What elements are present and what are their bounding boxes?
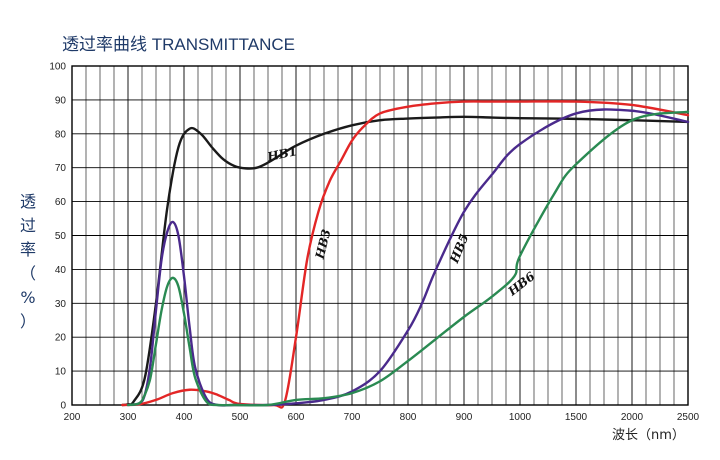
chart-grid xyxy=(71,65,689,406)
x-tick-label: 2000 xyxy=(621,412,644,423)
y-axis-label: 透过率 （% ） xyxy=(16,190,40,334)
plot-frame xyxy=(71,65,689,406)
y-axis-label-char: 过 xyxy=(19,216,36,235)
series-label-hb1: HB1 xyxy=(265,144,298,164)
y-tick-label: 60 xyxy=(55,197,67,208)
x-tick-label: 700 xyxy=(344,412,361,423)
y-tick-label: 100 xyxy=(49,62,66,73)
series-label-hb3: HB3 xyxy=(312,228,333,261)
chart-series xyxy=(121,100,690,409)
x-axis-label: 波长（nm） xyxy=(612,428,685,443)
x-tick-label: 600 xyxy=(288,412,305,423)
y-axis-label-char: % xyxy=(20,288,36,307)
x-tick-label: 800 xyxy=(400,412,417,423)
x-tick-label: 900 xyxy=(456,412,473,423)
x-tick-labels: 200 300 400 500 600 700 800 900 1000 1500 2000 2500 xyxy=(64,412,700,423)
y-tick-label: 40 xyxy=(55,265,67,276)
y-axis-label-char: 透 xyxy=(19,192,36,211)
y-tick-label: 90 xyxy=(55,95,67,106)
y-tick-label: 20 xyxy=(55,333,67,344)
x-tick-label: 400 xyxy=(176,412,193,423)
x-tick-label: 1500 xyxy=(565,412,588,423)
x-tick-label: 300 xyxy=(120,412,137,423)
x-tick-label: 1000 xyxy=(509,412,532,423)
y-tick-label: 80 xyxy=(55,129,67,140)
chart-title: 透过率曲线 TRANSMITTANCE xyxy=(62,35,295,54)
x-tick-label: 200 xyxy=(64,412,81,423)
y-axis-label-char: ） xyxy=(19,312,36,331)
series-label-hb6: HB6 xyxy=(505,269,538,299)
y-tick-label: 30 xyxy=(55,299,67,310)
x-tick-label: 500 xyxy=(232,412,249,423)
series-line-hb3 xyxy=(121,100,690,409)
y-tick-label: 70 xyxy=(55,163,67,174)
y-tick-label: 50 xyxy=(55,231,67,242)
y-axis-label-char: 率 xyxy=(19,240,36,259)
series-line-hb6 xyxy=(126,110,690,407)
y-tick-label: 0 xyxy=(60,401,66,412)
y-tick-label: 10 xyxy=(55,367,67,378)
x-tick-label: 2500 xyxy=(677,412,700,423)
y-axis-label-char: （ xyxy=(19,264,36,283)
